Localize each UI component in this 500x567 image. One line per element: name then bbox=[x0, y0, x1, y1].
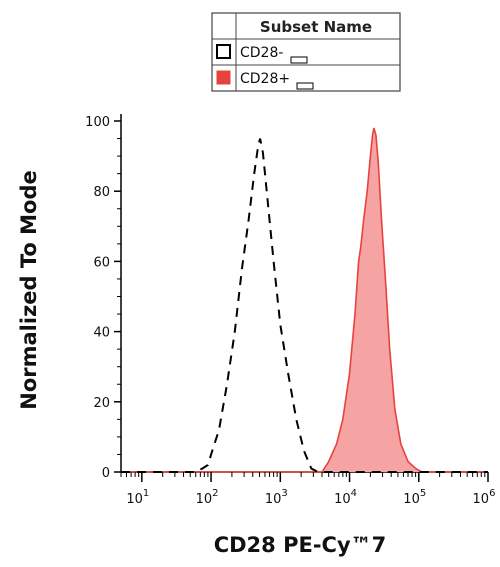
x-tick-label: 104 bbox=[334, 488, 357, 507]
x-tick-label: 102 bbox=[196, 488, 219, 507]
x-tick-label: 105 bbox=[403, 488, 426, 507]
legend-box bbox=[211, 12, 401, 92]
legend-entry-marker bbox=[296, 82, 314, 90]
series-fill-cd28-negpos bbox=[121, 128, 488, 472]
series-line-cd28-neg bbox=[121, 138, 488, 473]
legend-swatch-cd28-pos bbox=[216, 70, 231, 85]
x-axis-title: CD28 PE-Cy™7 bbox=[214, 533, 387, 557]
y-tick-label: 20 bbox=[93, 396, 110, 411]
series-line-cd28-negpos bbox=[121, 127, 488, 473]
y-tick-label: 0 bbox=[102, 466, 110, 481]
y-ticks: 0 20 40 60 80 100 bbox=[85, 115, 121, 481]
legend-entry-cd28-neg: CD28- bbox=[240, 45, 283, 61]
x-ticks: 101 102 103 104 105 106 bbox=[120, 472, 496, 507]
legend-entry-marker bbox=[290, 56, 308, 64]
y-tick-label: 60 bbox=[93, 255, 110, 270]
x-tick-label: 106 bbox=[473, 488, 496, 507]
plot-area: 0 20 40 60 80 100 101 102 103 104 105 106 bbox=[85, 114, 495, 507]
x-tick-label: 103 bbox=[265, 488, 288, 507]
series-layer bbox=[121, 127, 488, 473]
legend-entry-cd28-pos: CD28+ bbox=[240, 71, 290, 87]
x-tick-label: 101 bbox=[126, 488, 149, 507]
legend: Subset Name CD28- CD28+ bbox=[211, 12, 401, 92]
legend-title: Subset Name bbox=[260, 18, 372, 36]
y-tick-label: 80 bbox=[93, 185, 110, 200]
y-tick-label: 100 bbox=[85, 115, 110, 130]
y-axis-title: Normalized To Mode bbox=[17, 170, 41, 410]
legend-swatch-cd28-neg bbox=[216, 44, 231, 59]
y-tick-label: 40 bbox=[93, 326, 110, 341]
